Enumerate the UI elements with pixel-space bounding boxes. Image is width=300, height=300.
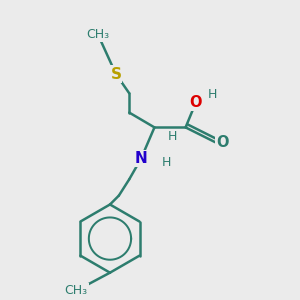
Text: H: H: [162, 157, 171, 169]
Text: O: O: [190, 95, 202, 110]
Text: S: S: [110, 67, 122, 82]
Text: CH₃: CH₃: [87, 28, 110, 40]
Text: H: H: [208, 88, 217, 101]
Text: N: N: [135, 151, 148, 166]
Text: O: O: [216, 135, 229, 150]
Text: CH₃: CH₃: [64, 284, 87, 297]
Text: H: H: [167, 130, 177, 143]
